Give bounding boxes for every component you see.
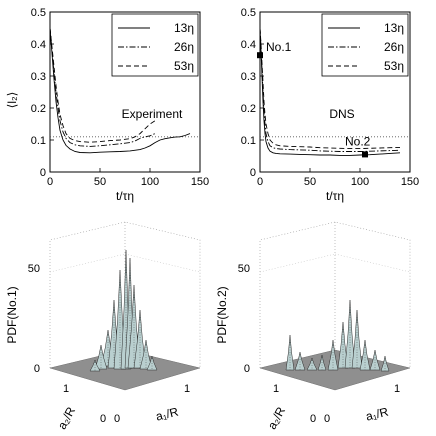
- panel-annotation: Experiment: [122, 107, 183, 121]
- marker-label: No.2: [345, 134, 371, 148]
- y-tick-label: 0: [40, 167, 46, 179]
- z-axis-label: PDF(No.1): [5, 286, 19, 343]
- x-tick-label: 0: [114, 413, 120, 425]
- z-axis-label: PDF(No.2): [215, 286, 229, 343]
- surface-peak: [351, 309, 363, 369]
- x-tick-label: 1: [394, 383, 400, 395]
- x-axis-label: a₁/R: [154, 404, 180, 423]
- grid-line: [259, 253, 336, 273]
- y-tick-label: 0.4: [241, 39, 256, 51]
- y-tick-label: 0: [310, 413, 316, 425]
- series-line-26: [49, 27, 156, 147]
- series-line-13: [259, 27, 401, 156]
- legend-label: 53η: [174, 59, 194, 73]
- experiment-panel: 0 50 100 150 0 0.1 0.2 0.3 0.4 0.5 Experiment t/τ…: [5, 7, 209, 203]
- pdf-no1-surface: 50 0 PDF(No.1) 1 0 0 1 a₂/R a₁/R: [5, 221, 201, 432]
- ticks: 0 50 100 150 0 0.1 0.2 0.3 0.4 0.5: [241, 7, 419, 188]
- legend-label: 26η: [174, 40, 194, 54]
- legend-label: 53η: [384, 59, 404, 73]
- z-tick-label: 0: [244, 363, 250, 375]
- y-tick-label: 0.3: [31, 71, 46, 83]
- legend: 13η 26η 53η: [111, 13, 199, 77]
- y-tick-label: 0.3: [241, 71, 256, 83]
- y-tick-label: 1: [273, 383, 279, 395]
- y-tick-label: 0.1: [241, 135, 256, 147]
- curves: [259, 27, 410, 156]
- x-tick-label: 50: [94, 176, 106, 188]
- series-line-53: [259, 27, 401, 150]
- x-axis-label: t/τη: [326, 189, 344, 203]
- surface-peaks: [89, 249, 158, 372]
- y-axis-label: a₂/R: [55, 404, 78, 431]
- axes-box: [259, 221, 411, 368]
- y-tick-label: 0.5: [31, 7, 46, 19]
- ticks: 0 50 100 150 0 0.1 0.2 0.3 0.4 0.5: [31, 7, 209, 188]
- markers: No.1 No.2: [257, 40, 371, 158]
- z-tick-label: 0: [34, 363, 40, 375]
- grid-line: [334, 253, 411, 273]
- y-tick-label: 0.1: [31, 135, 46, 147]
- series-line-13: [49, 27, 191, 154]
- dns-panel: 0 50 100 150 0 0.1 0.2 0.3 0.4 0.5 No.1 No.2 DNS t…: [241, 7, 419, 203]
- y-tick-label: 0.4: [31, 39, 46, 51]
- y-tick-label: 0.2: [31, 103, 46, 115]
- marker-label: No.1: [266, 40, 292, 54]
- pdf-no2-surface: 50 0 PDF(No.2) 1 0 0 1 a₂/R a₁/R: [215, 221, 411, 432]
- curves: [49, 27, 200, 154]
- series-line-26: [259, 27, 401, 152]
- x-tick-label: 0: [324, 413, 330, 425]
- marker: [257, 52, 263, 59]
- y-tick-label: 0: [100, 413, 106, 425]
- x-tick-label: 150: [401, 176, 419, 188]
- x-tick-label: 0: [47, 176, 53, 188]
- back-wall-edges: [49, 221, 201, 368]
- x-tick-label: 100: [141, 176, 159, 188]
- x-tick-label: 50: [304, 176, 316, 188]
- plot-frame: [49, 11, 201, 173]
- legend-label: 26η: [384, 40, 404, 54]
- x-tick-label: 100: [351, 176, 369, 188]
- y-tick-label: 1: [63, 383, 69, 395]
- x-tick-label: 1: [184, 383, 190, 395]
- surface-peak: [294, 351, 306, 371]
- series-line-53: [49, 27, 156, 143]
- marker: [362, 151, 368, 158]
- back-wall-edges: [259, 221, 411, 368]
- panel-annotation: DNS: [329, 107, 354, 121]
- x-axis-label: a₁/R: [364, 404, 390, 423]
- y-tick-label: 0.2: [241, 103, 256, 115]
- surface-peaks: [285, 299, 390, 372]
- grid-line: [124, 253, 201, 273]
- x-axis-label: t/τη: [116, 189, 134, 203]
- legend: 13η 26η 53η: [321, 13, 409, 77]
- legend-label: 13η: [384, 21, 404, 35]
- surface-peak: [306, 357, 318, 371]
- z-tick-label: 50: [238, 263, 250, 275]
- y-tick-label: 0.5: [241, 7, 256, 19]
- legend-label: 13η: [174, 21, 194, 35]
- x-tick-label: 0: [257, 176, 263, 188]
- y-tick-label: 0: [250, 167, 256, 179]
- z-tick-label: 50: [28, 263, 40, 275]
- plot-frame: [259, 11, 411, 173]
- y-axis-label: ⟨l₂⟩: [5, 92, 19, 109]
- x-tick-label: 150: [191, 176, 209, 188]
- y-axis-label: a₂/R: [265, 404, 288, 431]
- grid-line: [49, 253, 126, 273]
